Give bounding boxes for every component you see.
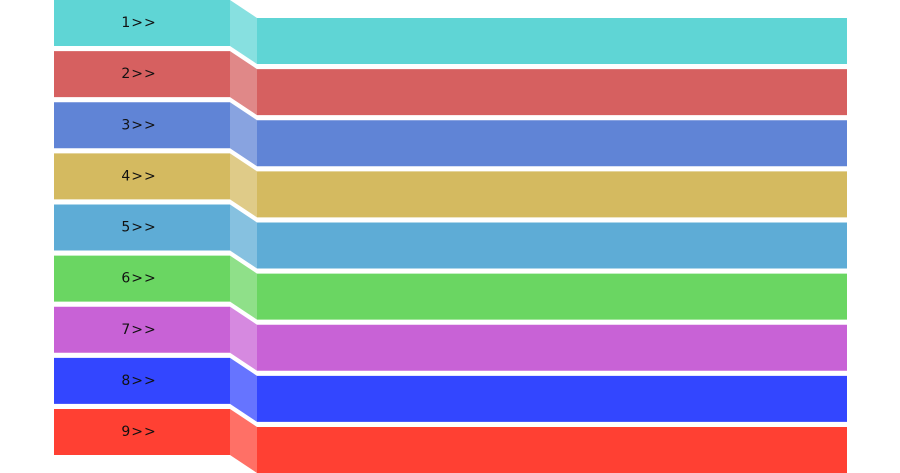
tab[interactable] (54, 102, 230, 149)
band[interactable] (257, 375, 847, 422)
band[interactable] (257, 427, 847, 473)
tab[interactable] (54, 0, 230, 46)
connector (230, 409, 257, 473)
band[interactable] (257, 324, 847, 371)
connector (230, 204, 257, 269)
connector (230, 0, 257, 64)
band[interactable] (257, 120, 847, 167)
connector (230, 306, 257, 371)
tab[interactable] (54, 357, 230, 404)
tab-label: 1>> (121, 15, 156, 31)
tab[interactable] (54, 255, 230, 302)
tab-label: 3>> (121, 117, 156, 133)
band[interactable] (257, 69, 847, 116)
tab-label: 4>> (121, 168, 156, 184)
tab[interactable] (54, 409, 230, 455)
tab[interactable] (54, 204, 230, 251)
tab-label: 7>> (121, 322, 156, 338)
band[interactable] (257, 171, 847, 218)
connector (230, 51, 257, 116)
tab[interactable] (54, 306, 230, 353)
tab-label: 6>> (121, 271, 156, 287)
connector (230, 357, 257, 422)
band[interactable] (257, 273, 847, 320)
tab-label: 5>> (121, 220, 156, 236)
tab-label: 9>> (121, 424, 156, 440)
connector (230, 153, 257, 218)
connector (230, 102, 257, 167)
tab-label: 8>> (121, 373, 156, 389)
tab[interactable] (54, 153, 230, 200)
band[interactable] (257, 222, 847, 269)
tab-label: 2>> (121, 66, 156, 82)
connector (230, 255, 257, 320)
band[interactable] (257, 18, 847, 64)
tab[interactable] (54, 51, 230, 98)
